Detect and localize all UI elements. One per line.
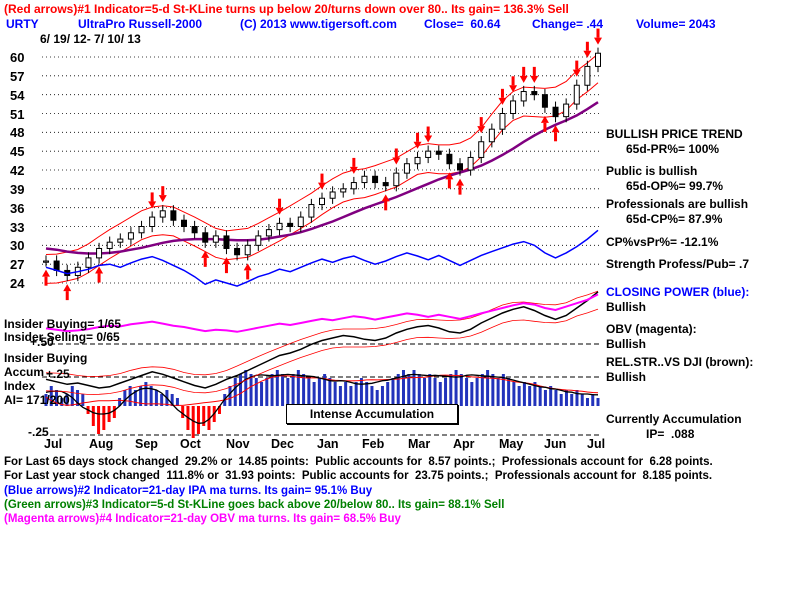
date-range: 6/ 19/ 12- 7/ 10/ 13	[40, 32, 141, 46]
price-tick: 57	[10, 68, 25, 84]
footer-line: For Last year stock changed 111.8% or 31…	[4, 470, 713, 482]
price-tick: 51	[10, 106, 25, 122]
month-label: Dec	[271, 437, 294, 451]
month-label: Aug	[89, 437, 114, 451]
left-label: Insider Buying	[4, 351, 88, 365]
right-panel-item: Strength Profess/Pub= .7	[606, 257, 750, 271]
ticker-symbol: URTY	[6, 17, 39, 31]
price-tick: 48	[10, 125, 25, 141]
month-label: Jan	[317, 437, 339, 451]
copyright-text: (C) 2013 www.tigersoft.com	[240, 17, 397, 31]
month-label: Jun	[544, 437, 567, 451]
change-value: Change= .44	[532, 17, 604, 31]
month-label: Nov	[226, 437, 250, 451]
price-tick: 30	[10, 238, 25, 254]
right-panel-item: BULLISH PRICE TREND	[606, 127, 743, 141]
price-tick: 39	[10, 181, 25, 197]
left-label: Index	[4, 379, 36, 393]
price-tick: 45	[10, 144, 25, 160]
left-label: AI= 171/200	[4, 393, 70, 407]
footer-line: (Blue arrows)#2 Indicator=21-day IPA ma …	[4, 485, 373, 497]
instrument-name: UltraPro Russell-2000	[78, 17, 203, 31]
month-label: Sep	[135, 437, 158, 451]
right-panel-item: Public is bullish	[606, 164, 698, 178]
price-tick: 54	[10, 87, 25, 103]
left-label: -.25	[28, 425, 49, 439]
left-label: +.50	[30, 335, 54, 349]
month-label: May	[499, 437, 524, 451]
left-label: Accum	[4, 365, 45, 379]
right-panel-item: Currently Accumulation	[606, 412, 742, 426]
right-panel-item: CLOSING POWER (blue):	[606, 285, 750, 299]
right-panel-item: Bullish	[606, 370, 647, 384]
price-tick: 60	[10, 50, 25, 65]
month-label: Jul	[44, 437, 63, 451]
price-tick: 36	[10, 200, 25, 216]
right-panel-item: Bullish	[606, 300, 647, 314]
left-label: +.25	[46, 367, 70, 381]
month-label: Jul	[587, 437, 606, 451]
price-tick: 27	[10, 257, 25, 273]
volume-value: Volume= 2043	[636, 17, 716, 31]
close-value: Close= 60.64	[424, 17, 501, 31]
price-chart-canvas	[42, 28, 602, 438]
footer-line: (Green arrows)#3 Indicator=5-d St-KLine …	[4, 499, 505, 511]
right-panel-item: Professionals are bullish	[606, 197, 749, 211]
right-panel-item: REL.STR..VS DJI (brown):	[606, 355, 754, 369]
right-panel-item: CP%vsPr%= -12.1%	[606, 235, 719, 249]
right-panel-item: Bullish	[606, 337, 647, 351]
right-panel-item: 65d-OP%= 99.7%	[626, 179, 724, 193]
footer-line: For Last 65 days stock changed 29.2% or …	[4, 456, 713, 468]
left-label: Insider Selling= 0/65	[4, 330, 120, 344]
intense-accumulation-box: Intense Accumulation	[286, 404, 458, 424]
month-label: Oct	[180, 437, 201, 451]
right-panel-item: OBV (magenta):	[606, 322, 697, 336]
month-label: Feb	[362, 437, 385, 451]
month-label: Mar	[408, 437, 431, 451]
price-tick: 24	[10, 276, 25, 291]
indicator1-legend: (Red arrows)#1 Indicator=5-d St-KLine tu…	[4, 2, 569, 16]
right-panel-item: IP= .088	[646, 427, 695, 441]
footer-line: (Magenta arrows)#4 Indicator=21-day OBV …	[4, 513, 401, 525]
price-tick: 33	[10, 219, 25, 235]
right-panel-item: 65d-CP%= 87.9%	[626, 212, 723, 226]
month-label: Apr	[453, 437, 475, 451]
left-label: Insider Buying= 1/65	[4, 317, 122, 331]
price-tick: 42	[10, 163, 25, 178]
right-panel-item: 65d-PR%= 100%	[626, 142, 720, 156]
